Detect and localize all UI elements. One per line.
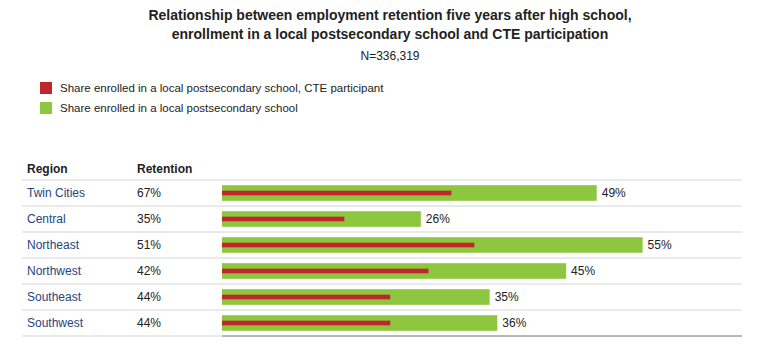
subtitle: N=336,319 [360, 49, 419, 63]
category-label: Southeast [27, 290, 82, 304]
x-axis-line [222, 336, 742, 337]
bar [222, 211, 421, 227]
chart: Relationship between employment retentio… [0, 0, 780, 356]
bar [222, 185, 597, 201]
data-label: 35% [495, 290, 519, 304]
data-label: 49% [602, 186, 626, 200]
title: Relationship between employment retentio… [148, 7, 631, 23]
row-separator [22, 310, 742, 311]
legend-label: Share enrolled in a local postsecondary … [60, 82, 384, 94]
title: enrollment in a local postsecondary scho… [172, 26, 608, 42]
retention-value: 42% [137, 264, 161, 278]
bar [222, 263, 566, 279]
bar [222, 289, 490, 305]
data-label: 45% [571, 264, 595, 278]
bar [222, 295, 390, 300]
row-separator [22, 284, 742, 285]
bar [222, 191, 451, 196]
category-label: Southwest [27, 316, 84, 330]
row-separator [22, 258, 742, 259]
retention-value: 44% [137, 316, 161, 330]
category-label: Twin Cities [27, 186, 85, 200]
legend-swatch [40, 82, 52, 94]
legend-swatch [40, 102, 52, 114]
bar [222, 217, 344, 222]
row-separator [22, 206, 742, 207]
retention-value: 35% [137, 212, 161, 226]
bar [222, 237, 643, 253]
bar [222, 321, 390, 326]
data-label: 26% [426, 212, 450, 226]
row-separator [22, 232, 742, 233]
category-label: Northwest [27, 264, 82, 278]
retention-value: 51% [137, 238, 161, 252]
column-header: Retention [137, 162, 192, 176]
bar [222, 243, 474, 248]
data-label: 55% [648, 238, 672, 252]
category-label: Central [27, 212, 66, 226]
bars [222, 185, 643, 331]
row-separator [22, 180, 742, 181]
category-label: Northeast [27, 238, 80, 252]
bar [222, 269, 428, 274]
row-separator [22, 336, 742, 337]
column-header: Region [27, 162, 68, 176]
data-label: 36% [502, 316, 526, 330]
retention-value: 44% [137, 290, 161, 304]
bar [222, 315, 497, 331]
legend: Share enrolled in a local postsecondary … [40, 82, 384, 114]
legend-label: Share enrolled in a local postsecondary … [60, 102, 298, 114]
retention-value: 67% [137, 186, 161, 200]
